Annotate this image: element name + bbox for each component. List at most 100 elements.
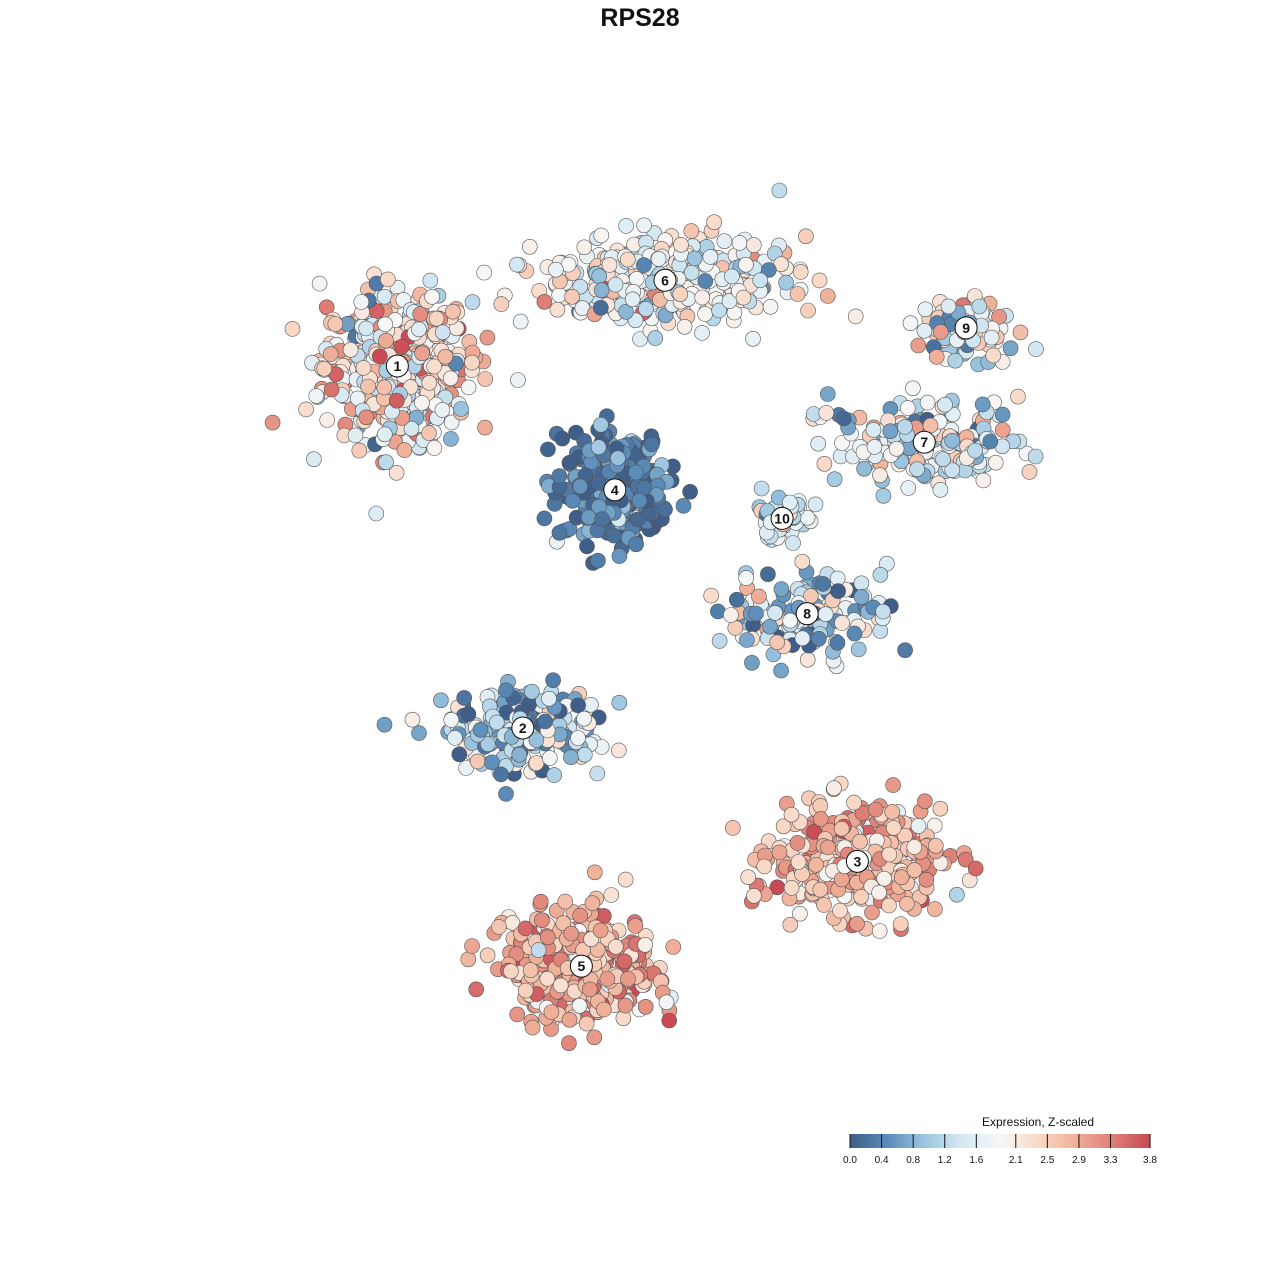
cell-point <box>792 905 808 922</box>
legend-tick-label: 1.6 <box>969 1155 983 1166</box>
cell-point <box>541 750 558 766</box>
cell-point <box>412 306 429 322</box>
cell-point <box>746 887 762 904</box>
cell-point <box>576 710 592 727</box>
cell-point <box>511 746 528 763</box>
legend-tick-label: 3.8 <box>1143 1155 1157 1166</box>
cell-point <box>377 316 394 333</box>
cell-point <box>783 806 800 823</box>
cell-point <box>607 938 624 955</box>
cell-point <box>532 893 549 910</box>
cell-point <box>629 511 646 528</box>
cell-point <box>637 936 653 953</box>
cluster-label-8: 8 <box>795 602 819 626</box>
cell-point <box>316 360 333 377</box>
cell-point <box>628 536 644 553</box>
cell-point <box>578 1015 595 1032</box>
cell-point <box>376 379 393 396</box>
cell-point <box>683 264 700 281</box>
cell-point <box>536 510 553 527</box>
cell-point <box>453 401 469 417</box>
cluster-label-6: 6 <box>653 268 677 292</box>
legend-tick-label: 1.2 <box>938 1155 952 1166</box>
cell-point <box>479 947 496 964</box>
cell-point <box>607 276 624 293</box>
cluster-label-text: 5 <box>577 958 585 974</box>
cell-point <box>935 451 951 468</box>
cell-point <box>347 427 364 444</box>
cell-point <box>650 251 667 267</box>
cell-point <box>611 694 628 711</box>
cell-point <box>833 871 850 888</box>
cell-point <box>835 410 852 427</box>
cell-point <box>847 308 864 325</box>
cell-point <box>932 481 949 498</box>
cell-point <box>476 264 493 281</box>
cell-point <box>617 997 634 1014</box>
cluster-label-text: 9 <box>962 320 970 336</box>
cell-point <box>985 347 1002 364</box>
cell-point <box>702 249 719 265</box>
cell-point <box>800 302 816 319</box>
cell-point <box>524 683 540 700</box>
cell-point <box>540 441 556 458</box>
cell-point <box>603 887 620 903</box>
cell-point <box>610 450 626 467</box>
cell-point <box>884 804 901 820</box>
cell-point <box>530 942 547 958</box>
cell-point <box>694 325 710 341</box>
cell-point <box>404 711 421 728</box>
cell-point <box>591 268 608 285</box>
cell-point <box>775 818 792 835</box>
cell-point <box>570 730 586 746</box>
cell-point <box>358 320 375 337</box>
cell-point <box>493 766 509 783</box>
cell-point <box>638 301 654 317</box>
cell-point <box>421 374 438 391</box>
cluster-label-text: 1 <box>393 358 401 374</box>
cluster-label-9: 9 <box>954 316 978 340</box>
cell-point <box>815 576 831 592</box>
cell-point <box>902 315 919 332</box>
cell-point <box>433 692 449 709</box>
cell-point <box>552 977 569 994</box>
cell-point <box>944 432 961 449</box>
cell-point <box>771 844 788 861</box>
cell-point <box>426 440 443 456</box>
cell-point <box>745 237 762 253</box>
cell-point <box>589 765 606 782</box>
cell-point <box>910 337 927 354</box>
cell-point <box>378 332 394 349</box>
cell-point <box>789 835 806 851</box>
cell-point <box>631 492 648 509</box>
cell-point <box>464 294 481 310</box>
cell-point <box>816 455 833 472</box>
cell-point <box>563 749 579 766</box>
cell-point <box>351 442 368 459</box>
cell-point <box>323 381 340 398</box>
cell-point <box>697 273 714 289</box>
cell-point <box>846 794 862 811</box>
cell-point <box>826 471 843 488</box>
cell-point <box>888 440 905 457</box>
cell-point <box>817 606 834 623</box>
cell-point <box>378 454 394 471</box>
cell-point <box>899 400 916 416</box>
cell-point <box>306 451 322 468</box>
cell-point <box>586 864 603 881</box>
legend-tick-label: 0.4 <box>875 1155 889 1166</box>
cluster-label-1: 1 <box>385 354 409 378</box>
cell-point <box>665 939 682 955</box>
cell-point <box>445 303 461 320</box>
cell-point <box>716 233 733 249</box>
cell-point <box>949 886 965 903</box>
cell-point <box>510 372 526 388</box>
cell-point <box>342 341 359 358</box>
cell-point <box>792 264 809 280</box>
cell-point <box>595 1001 612 1018</box>
cell-point <box>493 296 510 312</box>
cell-point <box>697 306 713 322</box>
cell-point <box>767 605 783 621</box>
cell-point <box>885 820 902 836</box>
cell-point <box>971 298 988 315</box>
